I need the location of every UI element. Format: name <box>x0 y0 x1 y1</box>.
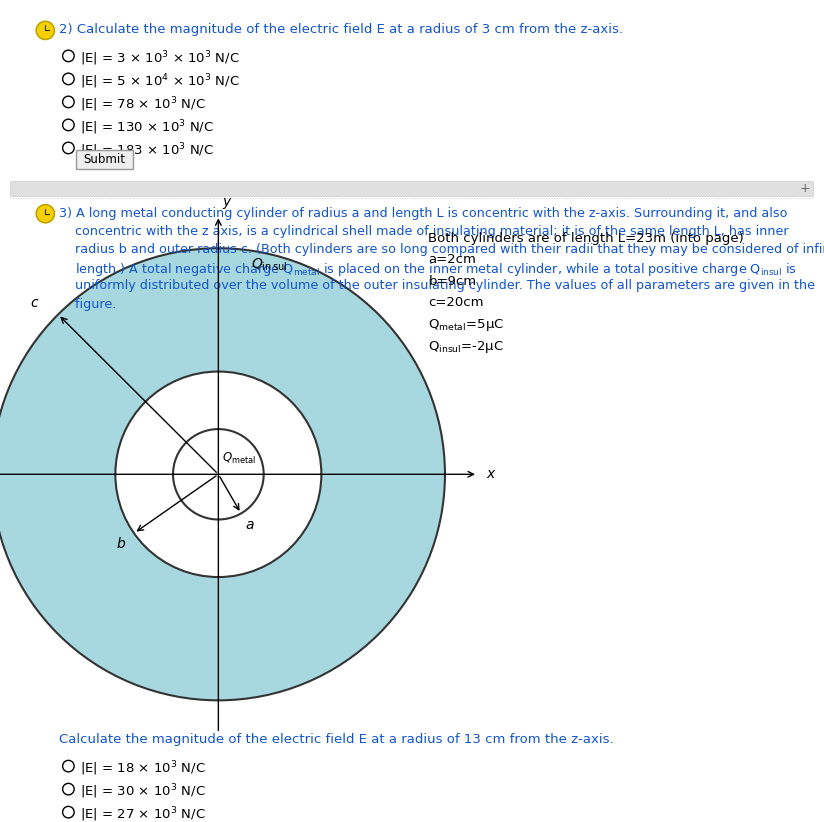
Text: a: a <box>246 518 254 532</box>
FancyBboxPatch shape <box>76 150 133 169</box>
Text: Submit: Submit <box>84 153 125 166</box>
Text: Q$_{\rm insul}$=-2μC: Q$_{\rm insul}$=-2μC <box>428 339 504 354</box>
Text: |E| = 27 $\times$ 10$^3$ N/C: |E| = 27 $\times$ 10$^3$ N/C <box>80 806 205 822</box>
Circle shape <box>37 22 54 39</box>
Text: 3) A long metal conducting cylinder of radius a and length L is concentric with : 3) A long metal conducting cylinder of r… <box>59 207 788 220</box>
Text: $Q_{\rm metal}$: $Q_{\rm metal}$ <box>222 451 256 466</box>
Text: a=2cm: a=2cm <box>428 253 476 266</box>
Text: figure.: figure. <box>59 298 117 311</box>
Text: length.) A total negative charge Q$_{\rm metal}$ is placed on the inner metal cy: length.) A total negative charge Q$_{\rm… <box>59 261 798 279</box>
Text: |E| = 3 $\times$ 10$^3$ $\times$ 10$^3$ N/C: |E| = 3 $\times$ 10$^3$ $\times$ 10$^3$ … <box>80 49 240 68</box>
Text: radius b and outer radius c. (Both cylinders are so long compared with their rad: radius b and outer radius c. (Both cylin… <box>59 243 824 256</box>
Text: $Q_{\rm in\,sul}$: $Q_{\rm in\,sul}$ <box>251 256 288 273</box>
Text: c=20cm: c=20cm <box>428 296 484 309</box>
Text: uniformly distributed over the volume of the outer insulating cylinder. The valu: uniformly distributed over the volume of… <box>59 279 815 293</box>
Text: y: y <box>222 195 231 209</box>
Text: |E| = 78 $\times$ 10$^3$ N/C: |E| = 78 $\times$ 10$^3$ N/C <box>80 95 205 114</box>
Text: Calculate the magnitude of the electric field E at a radius of 13 cm from the z-: Calculate the magnitude of the electric … <box>59 733 614 746</box>
Circle shape <box>35 204 55 224</box>
Circle shape <box>37 206 54 222</box>
Circle shape <box>115 372 321 577</box>
Text: concentric with the z axis, is a cylindrical shell made of insulating material; : concentric with the z axis, is a cylindr… <box>59 225 789 238</box>
Text: Both cylinders are of length L=23m (into page): Both cylinders are of length L=23m (into… <box>428 232 744 245</box>
Circle shape <box>35 21 55 40</box>
Text: |E| = 30 $\times$ 10$^3$ N/C: |E| = 30 $\times$ 10$^3$ N/C <box>80 783 205 801</box>
Text: 2) Calculate the magnitude of the electric field E at a radius of 3 cm from the : 2) Calculate the magnitude of the electr… <box>59 23 623 36</box>
Circle shape <box>0 248 445 700</box>
Text: |E| = 183 $\times$ 10$^3$ N/C: |E| = 183 $\times$ 10$^3$ N/C <box>80 141 214 160</box>
Text: |E| = 130 $\times$ 10$^3$ N/C: |E| = 130 $\times$ 10$^3$ N/C <box>80 118 214 137</box>
Text: |E| = 18 $\times$ 10$^3$ N/C: |E| = 18 $\times$ 10$^3$ N/C <box>80 760 205 778</box>
Text: c: c <box>30 297 38 311</box>
Text: x: x <box>486 467 494 482</box>
Circle shape <box>173 429 264 520</box>
Text: |E| = 5 $\times$ 10$^4$ $\times$ 10$^3$ N/C: |E| = 5 $\times$ 10$^4$ $\times$ 10$^3$ … <box>80 72 240 91</box>
Text: b: b <box>117 538 126 552</box>
Text: Q$_{\rm metal}$=5μC: Q$_{\rm metal}$=5μC <box>428 317 504 333</box>
Text: b=9cm: b=9cm <box>428 275 476 288</box>
Bar <box>10 181 813 196</box>
Text: +: + <box>800 182 810 195</box>
